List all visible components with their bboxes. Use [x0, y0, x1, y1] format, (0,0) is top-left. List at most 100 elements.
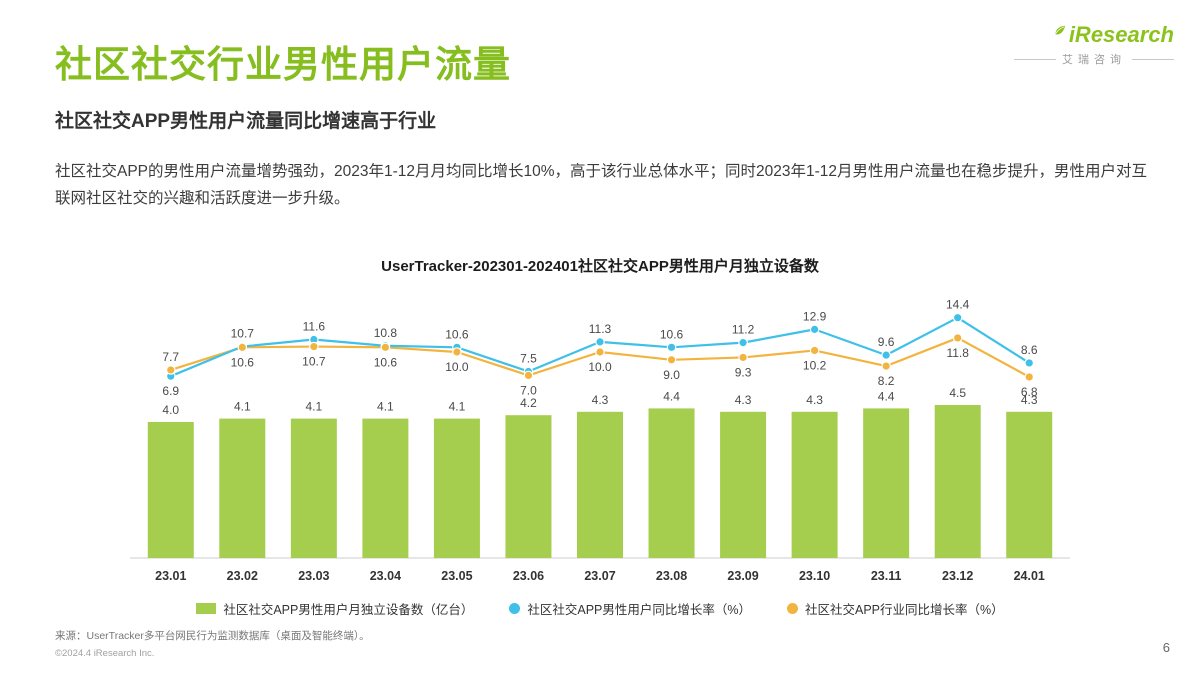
legend-item-industry-growth: 社区社交APP行业同比增长率（%） [787, 599, 1004, 618]
industry-growth-point [452, 347, 462, 357]
app-growth-point [666, 342, 677, 353]
industry-growth-value-label: 10.0 [445, 360, 469, 374]
industry-growth-point [666, 355, 677, 365]
app-growth-value-label: 10.6 [660, 327, 684, 341]
x-axis-label: 23.01 [155, 569, 186, 583]
industry-growth-point [309, 341, 319, 352]
bar [577, 411, 623, 558]
industry-growth-value-label: 11.8 [946, 346, 969, 360]
legend-label-app-growth: 社区社交APP男性用户同比增长率（%） [527, 603, 751, 617]
industry-growth-point [237, 342, 248, 353]
iresearch-logo: iResearch 艾瑞咨询 [1014, 24, 1174, 67]
x-axis-label: 23.07 [584, 569, 615, 583]
industry-growth-value-label: 9.0 [663, 368, 680, 382]
bar [863, 408, 910, 558]
bar-series-swatch [196, 603, 217, 614]
bar-value-label: 4.1 [377, 400, 394, 414]
bar [934, 405, 981, 558]
bar-value-label: 4.5 [949, 386, 966, 400]
bar [720, 411, 767, 558]
legend-label-industry-growth: 社区社交APP行业同比增长率（%） [805, 603, 1004, 617]
industry-growth-value-label: 10.6 [231, 355, 255, 369]
industry-growth-value-label: 9.3 [735, 365, 752, 379]
industry-growth-point [881, 361, 891, 371]
bar-value-label: 4.1 [234, 400, 251, 414]
logo-rule-right [1132, 58, 1174, 60]
industry-growth-value-label: 10.7 [302, 355, 326, 369]
bar [433, 418, 480, 558]
app-growth-value-label: 14.4 [946, 298, 970, 312]
bar [648, 408, 695, 558]
app-growth-value-label: 7.5 [520, 352, 537, 366]
industry-growth-series-swatch [787, 603, 798, 614]
logo-cn-text: 艾瑞咨询 [1062, 54, 1126, 66]
app-growth-value-label: 10.6 [445, 327, 469, 341]
logo-cn-row: 艾瑞咨询 [1014, 51, 1174, 67]
industry-growth-value-label: 10.6 [374, 355, 398, 369]
bar-value-label: 4.3 [1021, 393, 1038, 407]
app-growth-value-label: 8.6 [1021, 343, 1038, 357]
app-growth-point [881, 350, 891, 360]
industry-growth-value-label: 10.2 [803, 358, 827, 372]
industry-growth-point [523, 370, 534, 381]
industry-growth-value-label: 10.0 [588, 360, 612, 374]
legend-label-devices: 社区社交APP男性用户月独立设备数（亿台） [223, 603, 474, 617]
x-axis-label: 23.08 [656, 569, 687, 583]
app-growth-point [809, 324, 820, 335]
page-number: 6 [1162, 640, 1170, 655]
app-growth-series-swatch [509, 603, 521, 614]
x-axis-label: 23.05 [441, 569, 472, 583]
industry-growth-point [952, 333, 963, 343]
logo-rule-left [1014, 58, 1056, 60]
x-axis-label: 23.10 [799, 569, 830, 583]
bar [1006, 411, 1053, 558]
app-growth-point [595, 337, 605, 347]
x-axis-label: 23.12 [942, 569, 973, 583]
app-growth-point [1024, 358, 1035, 368]
copyright: ©2024.4 iResearch Inc. [55, 648, 155, 659]
app-growth-value-label: 6.9 [162, 384, 179, 398]
app-growth-point [952, 312, 963, 323]
x-axis-label: 23.06 [513, 569, 544, 583]
bar-value-label: 4.3 [735, 393, 752, 407]
app-growth-point [738, 337, 748, 348]
page-subtitle: 社区社交APP男性用户流量同比增速高于行业 [55, 111, 437, 132]
industry-growth-point [595, 347, 605, 357]
industry-growth-value-label: 6.8 [1021, 385, 1038, 399]
bar-value-label: 4.3 [806, 393, 823, 407]
industry-growth-value-label: 7.0 [520, 383, 537, 397]
bar [362, 418, 409, 558]
industry-growth-value-label: 8.2 [878, 374, 895, 388]
combo-chart: 4.0 23.01 4.1 23.02 4.1 23.03 4.1 23.04 4.1 23.05… [120, 268, 1080, 596]
app-growth-value-label: 11.3 [589, 322, 612, 336]
source-note: 来源：UserTracker多平台网民行为监测数据库（桌面及智能终端）。 [55, 630, 370, 642]
legend-item-devices: 社区社交APP男性用户月独立设备数（亿台） [196, 599, 473, 618]
leaf-icon [1054, 25, 1065, 35]
industry-growth-value-label: 7.7 [162, 350, 179, 364]
app-growth-value-label: 9.6 [878, 335, 895, 349]
bar-value-label: 4.3 [592, 393, 609, 407]
x-axis-label: 24.01 [1014, 569, 1045, 583]
chart-title: UserTracker-202301-202401社区社交APP男性用户月独立设… [381, 258, 819, 275]
x-axis-label: 23.09 [727, 569, 758, 583]
bar [219, 418, 266, 558]
bar-value-label: 4.1 [449, 400, 466, 414]
app-growth-value-label: 10.8 [374, 326, 398, 340]
bar [290, 418, 337, 558]
bar [791, 411, 838, 558]
bar-value-label: 4.0 [162, 403, 179, 417]
bar-value-label: 4.4 [878, 389, 895, 403]
app-growth-value-label: 11.2 [732, 323, 755, 337]
bar-value-label: 4.2 [520, 396, 537, 410]
bar-value-label: 4.1 [306, 400, 323, 414]
x-axis-label: 23.04 [370, 569, 401, 583]
x-axis-label: 23.11 [871, 569, 902, 583]
intro-paragraph: 社区社交APP的男性用户流量增势强劲，2023年1-12月月均同比增长10%，高… [55, 163, 1148, 208]
app-growth-value-label: 11.6 [303, 320, 326, 334]
app-growth-value-label: 10.7 [231, 327, 255, 341]
logo-brand-text: iResearch [1068, 22, 1174, 47]
chart-legend: 社区社交APP男性用户月独立设备数（亿台） 社区社交APP男性用户同比增长率（%… [0, 599, 1200, 618]
industry-growth-point [809, 345, 820, 356]
logo-brand-row: iResearch [1014, 24, 1174, 46]
